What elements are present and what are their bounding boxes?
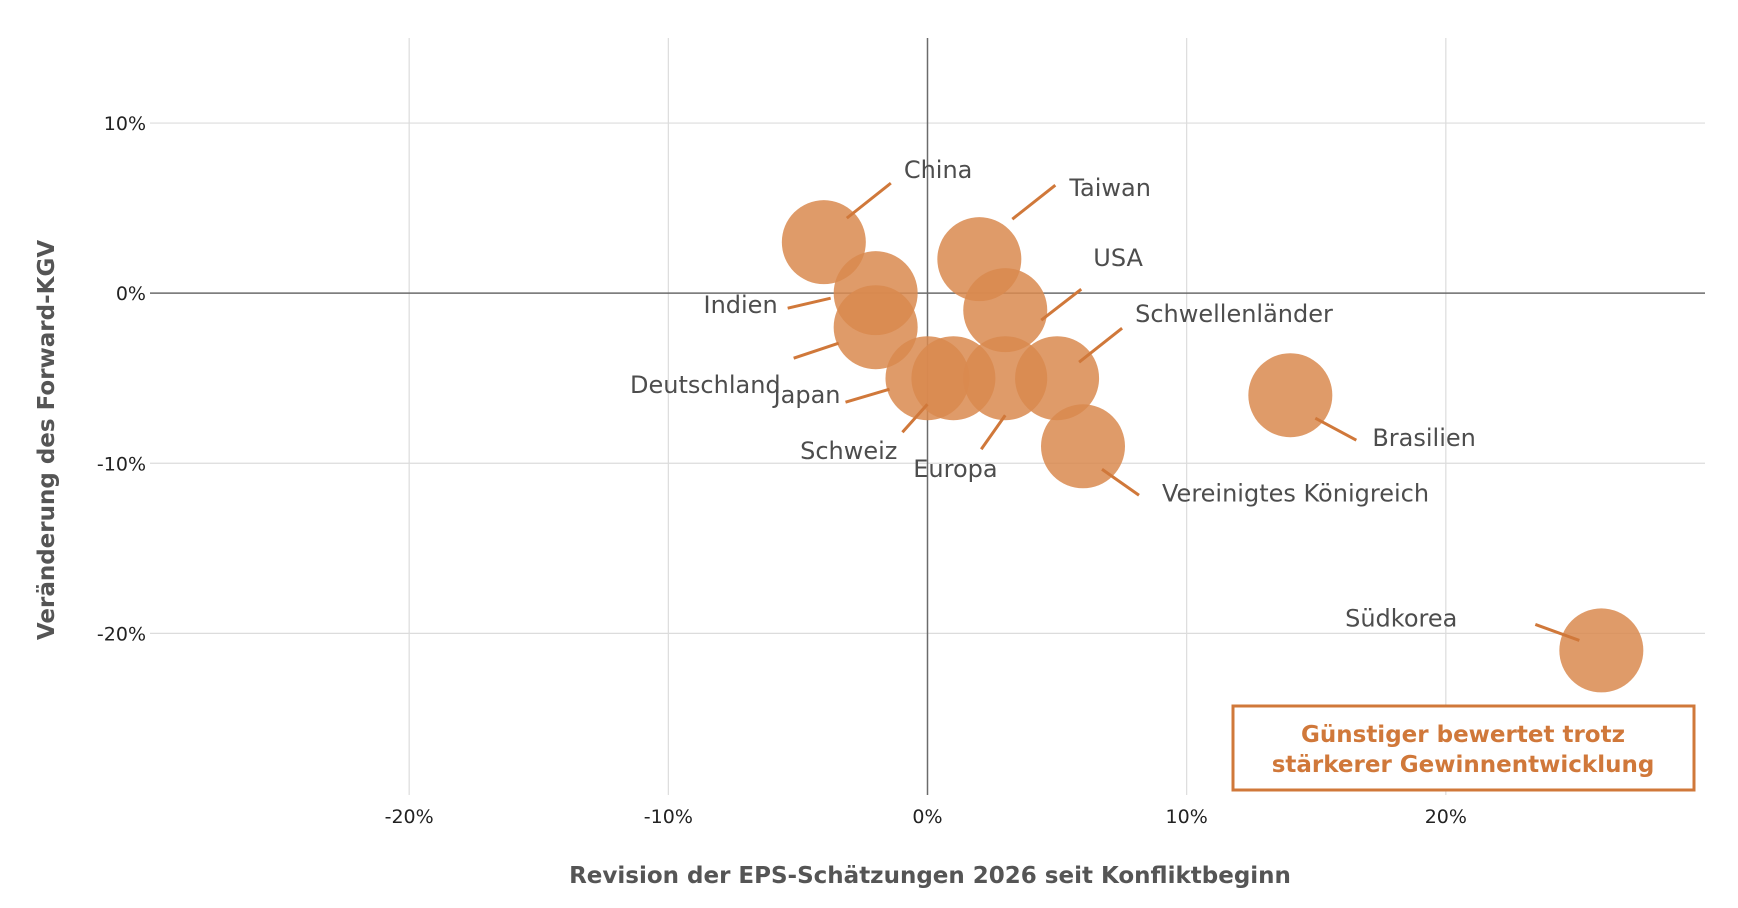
y-axis-ticks: 10% 0% -10% -20% xyxy=(97,113,146,645)
x-axis-ticks: -20% -10% 0% 10% 20% xyxy=(385,806,1467,828)
y-tick-label: -20% xyxy=(97,623,146,645)
label-japan: Japan xyxy=(772,381,841,409)
y-axis-title: Veränderung des Forward-KGV xyxy=(34,240,60,641)
bubble-china xyxy=(781,200,866,285)
leader-s-dkorea xyxy=(1534,622,1580,642)
x-tick-label: -20% xyxy=(385,806,434,828)
label-europa: Europa xyxy=(913,455,997,483)
leader-vereinigtes-k-nigreich xyxy=(1101,468,1140,497)
bubble-layer xyxy=(781,200,1644,693)
label-china: China xyxy=(904,156,973,184)
leader-schwellenl-nder xyxy=(1078,327,1124,364)
label-brasilien: Brasilien xyxy=(1372,424,1476,452)
y-tick-label: -10% xyxy=(97,453,146,475)
label-deutschland: Deutschland xyxy=(630,371,781,399)
label-schweiz: Schweiz xyxy=(800,437,897,465)
point-labels: China Indien Deutschland Taiwan USA Japan Schw… xyxy=(630,156,1476,632)
annotation-line-1: Günstiger bewertet trotz xyxy=(1301,722,1625,748)
label-taiwan: Taiwan xyxy=(1068,174,1151,202)
leader-usa xyxy=(1040,287,1083,322)
leader-china xyxy=(845,181,892,220)
leader-europa xyxy=(980,414,1007,451)
x-tick-label: 10% xyxy=(1166,806,1208,828)
leader-taiwan xyxy=(1011,183,1057,221)
leader-schweiz xyxy=(901,403,929,434)
bubble-s-dkorea xyxy=(1559,608,1644,693)
leader-deutschland xyxy=(793,341,840,360)
annotation-frame xyxy=(1231,704,1696,792)
x-tick-label: 0% xyxy=(912,806,942,828)
bubble-deutschland xyxy=(833,285,918,370)
label-s-dkorea: Südkorea xyxy=(1345,604,1457,632)
bubble-schwellenl-nder xyxy=(1015,336,1100,421)
label-schwellenl-nder: Schwellenländer xyxy=(1135,300,1333,328)
annotation-box: Günstiger bewertet trotz stärkerer Gewin… xyxy=(1231,704,1696,792)
x-tick-label: -10% xyxy=(644,806,693,828)
leader-brasilien xyxy=(1314,416,1358,442)
y-tick-label: 10% xyxy=(104,113,146,135)
label-usa: USA xyxy=(1093,244,1143,272)
label-vereinigtes-k-nigreich: Vereinigtes Königreich xyxy=(1162,479,1429,507)
leader-indien xyxy=(787,296,832,310)
bubble-vereinigtes-k-nigreich xyxy=(1041,404,1125,489)
label-indien: Indien xyxy=(703,291,777,319)
y-tick-label: 0% xyxy=(116,283,146,305)
leader-lines xyxy=(787,181,1580,642)
bubble-brasilien xyxy=(1248,353,1333,438)
x-axis-title: Revision der EPS-Schätzungen 2026 seit K… xyxy=(569,863,1291,889)
x-tick-label: 20% xyxy=(1425,806,1467,828)
bubble-usa xyxy=(963,268,1048,353)
annotation-line-2: stärkerer Gewinnentwicklung xyxy=(1272,752,1655,778)
leader-japan xyxy=(845,387,890,404)
